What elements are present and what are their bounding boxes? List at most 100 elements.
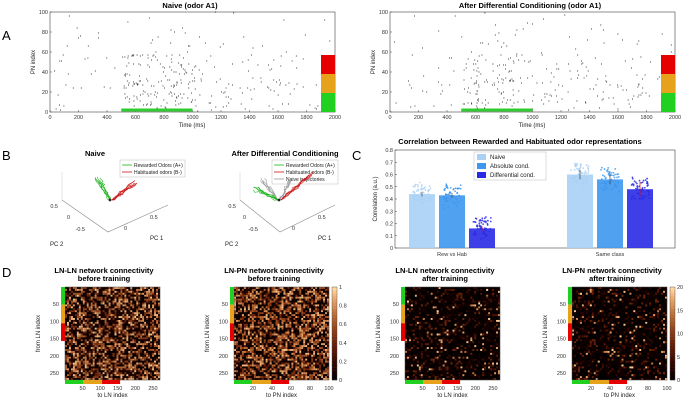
matrix-cell bbox=[100, 368, 103, 371]
matrix-cell bbox=[309, 343, 312, 346]
matrix-cell bbox=[315, 349, 318, 351]
pc1-label: PC 1 bbox=[150, 236, 164, 242]
matrix-cell bbox=[90, 349, 93, 351]
matrix-cell bbox=[94, 302, 97, 305]
matrix-cell bbox=[265, 308, 268, 311]
matrix-cell bbox=[321, 300, 324, 303]
matrix-cell bbox=[140, 341, 143, 344]
matrix-cell bbox=[234, 304, 237, 307]
matrix-cell bbox=[128, 354, 131, 357]
data-point bbox=[608, 172, 610, 175]
matrix-cell bbox=[136, 327, 139, 330]
matrix-cell bbox=[154, 292, 157, 295]
matrix-cell bbox=[247, 370, 250, 373]
matrix-cell bbox=[269, 349, 272, 351]
matrix-cell bbox=[291, 331, 294, 334]
y-tick-label: 60 bbox=[382, 50, 388, 56]
matrix-cell bbox=[116, 327, 119, 330]
data-point bbox=[420, 184, 423, 186]
matrix-cell bbox=[243, 372, 246, 375]
matrix-cell bbox=[138, 339, 141, 342]
matrix-cell bbox=[154, 318, 157, 320]
matrix-cell bbox=[269, 321, 272, 324]
matrix-cell bbox=[118, 302, 121, 305]
matrix-cell bbox=[122, 376, 125, 379]
matrix-cell bbox=[108, 339, 111, 342]
matrix-cell bbox=[118, 350, 121, 353]
y-tick-label: 150 bbox=[50, 337, 59, 343]
matrix-cell bbox=[287, 304, 290, 307]
matrix-cell bbox=[269, 341, 272, 344]
matrix-cell bbox=[323, 300, 326, 303]
matrix-cell bbox=[80, 368, 83, 371]
matrix-cell bbox=[104, 302, 107, 305]
data-point bbox=[458, 187, 460, 190]
matrix-cell bbox=[301, 316, 304, 319]
matrix-cell bbox=[420, 298, 423, 301]
matrix-cell bbox=[96, 335, 99, 338]
matrix-cell bbox=[241, 318, 244, 320]
matrix-cell bbox=[241, 352, 244, 355]
data-point bbox=[417, 189, 420, 192]
matrix-cell bbox=[247, 287, 250, 289]
matrix-cell bbox=[325, 316, 328, 319]
matrix-cell bbox=[269, 350, 272, 353]
matrix-cell bbox=[90, 354, 93, 357]
matrix-cell bbox=[70, 306, 73, 309]
matrix-cell bbox=[86, 352, 89, 355]
matrix-cell bbox=[136, 354, 139, 357]
matrix-cell bbox=[273, 292, 276, 295]
matrix-cell bbox=[321, 354, 324, 357]
matrix-cell bbox=[88, 341, 91, 344]
matrix-cell bbox=[72, 372, 75, 375]
matrix-cell bbox=[253, 296, 256, 299]
matrix-cell bbox=[263, 366, 266, 369]
matrix-cell bbox=[267, 366, 270, 369]
matrix-cell bbox=[295, 310, 298, 313]
matrix-cell bbox=[138, 321, 141, 324]
matrix-cell bbox=[84, 366, 87, 369]
matrix-cell bbox=[146, 345, 149, 348]
matrix-cell bbox=[76, 314, 79, 317]
matrix-cell bbox=[488, 298, 491, 301]
matrix-cell bbox=[454, 298, 457, 301]
matrix-cell bbox=[293, 323, 296, 326]
matrix-cell bbox=[96, 378, 99, 381]
matrix-cell bbox=[108, 318, 111, 320]
matrix-cell bbox=[126, 318, 129, 320]
matrix-cell bbox=[120, 323, 123, 326]
matrix-cell bbox=[150, 300, 153, 303]
matrix-cell bbox=[412, 288, 415, 291]
matrix-cell bbox=[309, 349, 312, 351]
matrix-cell bbox=[319, 362, 322, 365]
matrix-cell bbox=[432, 290, 435, 293]
matrix-cell bbox=[263, 296, 266, 299]
matrix-cell bbox=[245, 376, 248, 379]
data-point bbox=[583, 172, 586, 175]
matrix-cell bbox=[255, 345, 258, 348]
matrix-cell bbox=[301, 366, 304, 369]
matrix-cell bbox=[84, 308, 87, 311]
matrix-cell bbox=[309, 352, 312, 355]
matrix-cell bbox=[138, 306, 141, 309]
matrix-cell bbox=[325, 358, 328, 361]
matrix-cell bbox=[315, 350, 318, 353]
matrix-cell bbox=[132, 333, 135, 336]
matrix-cell bbox=[78, 337, 81, 340]
matrix-cell bbox=[313, 310, 316, 313]
matrix-cell bbox=[92, 366, 95, 369]
matrix-cell bbox=[66, 296, 70, 299]
matrix-cell bbox=[249, 327, 252, 330]
matrix-cell bbox=[144, 308, 147, 311]
matrix-cell bbox=[313, 349, 316, 351]
matrix-cell bbox=[98, 341, 101, 344]
matrix-cell bbox=[241, 323, 244, 326]
matrix-cell bbox=[259, 306, 262, 309]
tick-label: 0 bbox=[292, 226, 295, 232]
matrix-cell bbox=[235, 294, 239, 297]
matrix-cell bbox=[498, 296, 501, 299]
matrix-cell bbox=[144, 360, 147, 363]
matrix-cell bbox=[464, 294, 467, 297]
matrix-cell bbox=[472, 294, 475, 297]
matrix-cell bbox=[136, 325, 139, 328]
